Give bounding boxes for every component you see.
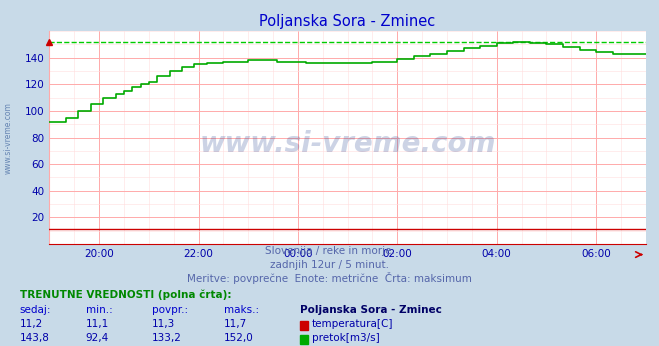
Text: 92,4: 92,4 [86,333,109,343]
Text: 152,0: 152,0 [224,333,254,343]
Text: sedaj:: sedaj: [20,305,51,315]
Text: 11,1: 11,1 [86,319,109,329]
Text: Meritve: povprečne  Enote: metrične  Črta: maksimum: Meritve: povprečne Enote: metrične Črta:… [187,272,472,284]
Text: min.:: min.: [86,305,113,315]
Text: 11,7: 11,7 [224,319,247,329]
Text: Poljanska Sora - Zminec: Poljanska Sora - Zminec [300,305,442,315]
Text: 11,2: 11,2 [20,319,43,329]
Text: pretok[m3/s]: pretok[m3/s] [312,333,380,343]
Text: www.si-vreme.com: www.si-vreme.com [3,102,13,174]
Text: 143,8: 143,8 [20,333,49,343]
Text: www.si-vreme.com: www.si-vreme.com [200,130,496,158]
Text: 11,3: 11,3 [152,319,175,329]
Title: Poljanska Sora - Zminec: Poljanska Sora - Zminec [260,13,436,29]
Text: temperatura[C]: temperatura[C] [312,319,393,329]
Text: TRENUTNE VREDNOSTI (polna črta):: TRENUTNE VREDNOSTI (polna črta): [20,289,231,300]
Text: Slovenija / reke in morje.: Slovenija / reke in morje. [264,246,395,256]
Text: 133,2: 133,2 [152,333,181,343]
Text: povpr.:: povpr.: [152,305,188,315]
Text: zadnjih 12ur / 5 minut.: zadnjih 12ur / 5 minut. [270,260,389,270]
Text: maks.:: maks.: [224,305,259,315]
